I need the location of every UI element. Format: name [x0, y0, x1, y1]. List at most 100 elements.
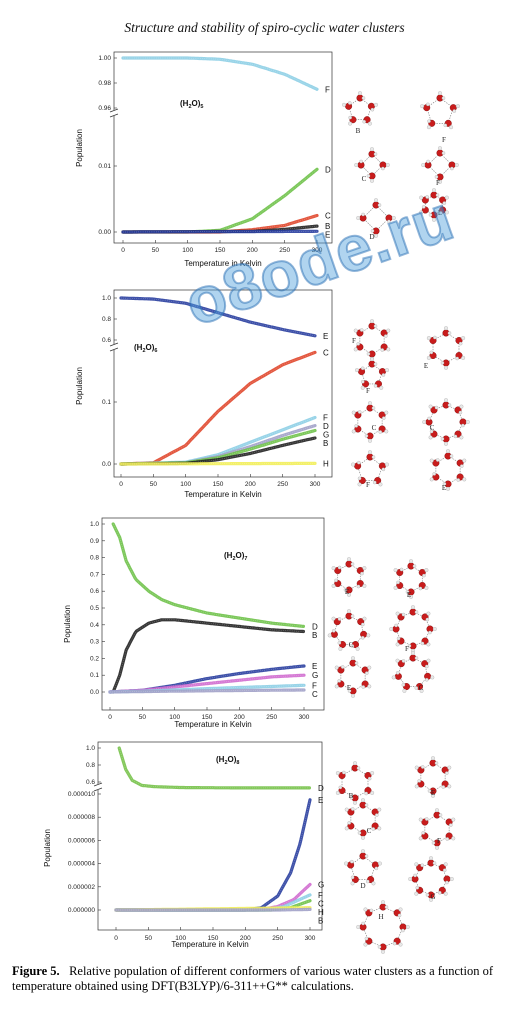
- x-tick-label: 200: [240, 935, 251, 942]
- hydrogen-atom: [438, 179, 442, 184]
- hydrogen-atom: [443, 862, 448, 867]
- series-H: [119, 461, 317, 466]
- plot-frame: [101, 517, 325, 711]
- hydrogen-atom: [357, 410, 362, 414]
- hydrogen-atom: [432, 472, 436, 476]
- hydrogen-atom: [367, 776, 372, 781]
- hydrogen-atom: [373, 480, 377, 485]
- hydrogen-atom: [384, 905, 389, 909]
- molecule-structure: [422, 398, 470, 446]
- hydrogen-atom: [419, 195, 424, 200]
- hydrogen-atom: [462, 477, 467, 482]
- series-E: [119, 296, 317, 338]
- hydrogen-atom: [350, 859, 354, 864]
- hydrogen-atom: [449, 823, 453, 827]
- hydrogen-atom: [350, 881, 355, 886]
- hydrogen-atom: [394, 623, 398, 628]
- hydrogen-atom: [349, 796, 354, 800]
- series-label-D: D: [312, 622, 318, 631]
- hydrogen-atom: [387, 219, 391, 224]
- x-tick-label: 300: [310, 481, 321, 488]
- hydrogen-atom: [428, 435, 433, 440]
- hydrogen-atom: [452, 109, 457, 113]
- series-label-E: E: [323, 332, 328, 341]
- structure-label: C: [419, 684, 424, 692]
- hydrogen-atom: [431, 793, 435, 798]
- hydrogen-atom: [350, 614, 355, 618]
- structure-label: E: [407, 591, 411, 599]
- hydrogen-atom: [449, 454, 454, 458]
- hydrogen-atom: [420, 641, 425, 646]
- hydrogen-atom: [420, 765, 425, 769]
- hydrogen-bond: [414, 878, 420, 891]
- hydrogen-atom: [459, 404, 464, 409]
- hydrogen-atom: [427, 416, 431, 421]
- series-line: [111, 618, 305, 694]
- axis-break-mark: [93, 782, 103, 787]
- y-tick-label: 1.00: [98, 55, 111, 62]
- y-tick-label: 0.98: [98, 80, 111, 87]
- hydrogen-atom: [426, 642, 431, 647]
- hydrogen-atom: [343, 588, 348, 592]
- hydrogen-atom: [361, 921, 365, 926]
- series-B: [114, 907, 312, 912]
- hydrogen-atom: [353, 347, 358, 352]
- hydrogen-atom: [461, 423, 465, 428]
- hydrogen-atom: [435, 845, 439, 850]
- series-line: [119, 436, 317, 466]
- hydrogen-atom: [360, 366, 365, 371]
- hydrogen-atom: [351, 410, 356, 415]
- hydrogen-atom: [429, 897, 433, 902]
- hydrogen-atom: [401, 928, 405, 933]
- hydrogen-atom: [377, 203, 382, 207]
- hydrogen-atom: [335, 790, 340, 795]
- hydrogen-atom: [364, 434, 369, 438]
- hydrogen-atom: [378, 430, 383, 434]
- molecule-structure: [393, 559, 429, 599]
- plot-frame: [113, 51, 333, 244]
- structure-label: F: [442, 136, 446, 144]
- hydrogen-atom: [371, 406, 376, 410]
- hydrogen-bond: [414, 867, 420, 880]
- axis-break-mark: [93, 787, 103, 792]
- molecule-structure: [356, 198, 396, 238]
- y-tick-label: 0.000008: [68, 814, 95, 821]
- hydrogen-atom: [382, 416, 386, 420]
- hydrogen-atom: [342, 770, 346, 775]
- x-tick-label: 200: [234, 714, 245, 721]
- hydrogen-atom: [434, 405, 439, 410]
- hydrogen-atom: [393, 568, 398, 573]
- hydrogen-atom: [362, 119, 366, 124]
- x-tick-label: 100: [180, 481, 191, 488]
- series-marker-texture: [118, 747, 310, 789]
- hydrogen-atom: [426, 611, 431, 616]
- hydrogen-atom: [441, 785, 446, 789]
- series-label-B: B: [323, 439, 328, 448]
- x-tick-label: 100: [175, 935, 186, 942]
- series-label-E: E: [318, 796, 323, 805]
- series-label-H: H: [318, 908, 324, 917]
- y-tick-label: 0.6: [90, 588, 99, 595]
- molecule-structure: [355, 357, 389, 390]
- hydrogen-atom: [438, 813, 443, 817]
- y-tick-label: 0.2: [90, 655, 99, 662]
- hydrogen-atom: [384, 429, 389, 434]
- y-tick-label: 0.4: [90, 622, 99, 629]
- formula-label: (H2O)6: [134, 343, 157, 354]
- series-D: [117, 746, 311, 790]
- structures-h2o7: E E C F E C: [325, 555, 525, 705]
- hydrogen-atom: [422, 573, 426, 578]
- caption-text: Relative population of different conform…: [12, 964, 494, 993]
- hydrogen-atom: [335, 771, 340, 776]
- hydrogen-atom: [338, 785, 343, 790]
- hydrogen-atom: [380, 348, 385, 352]
- hydrogen-atom: [444, 441, 448, 446]
- hydrogen-atom: [414, 765, 419, 770]
- hydrogen-atom: [357, 460, 361, 465]
- hydrogen-atom: [359, 159, 363, 164]
- figure-caption: Figure 5. Relative population of differe…: [12, 964, 517, 994]
- x-tick-label: 300: [305, 935, 316, 942]
- hydrogen-atom: [405, 590, 410, 594]
- series-line: [121, 167, 319, 234]
- structures-h2o5: BFCFED: [338, 90, 528, 250]
